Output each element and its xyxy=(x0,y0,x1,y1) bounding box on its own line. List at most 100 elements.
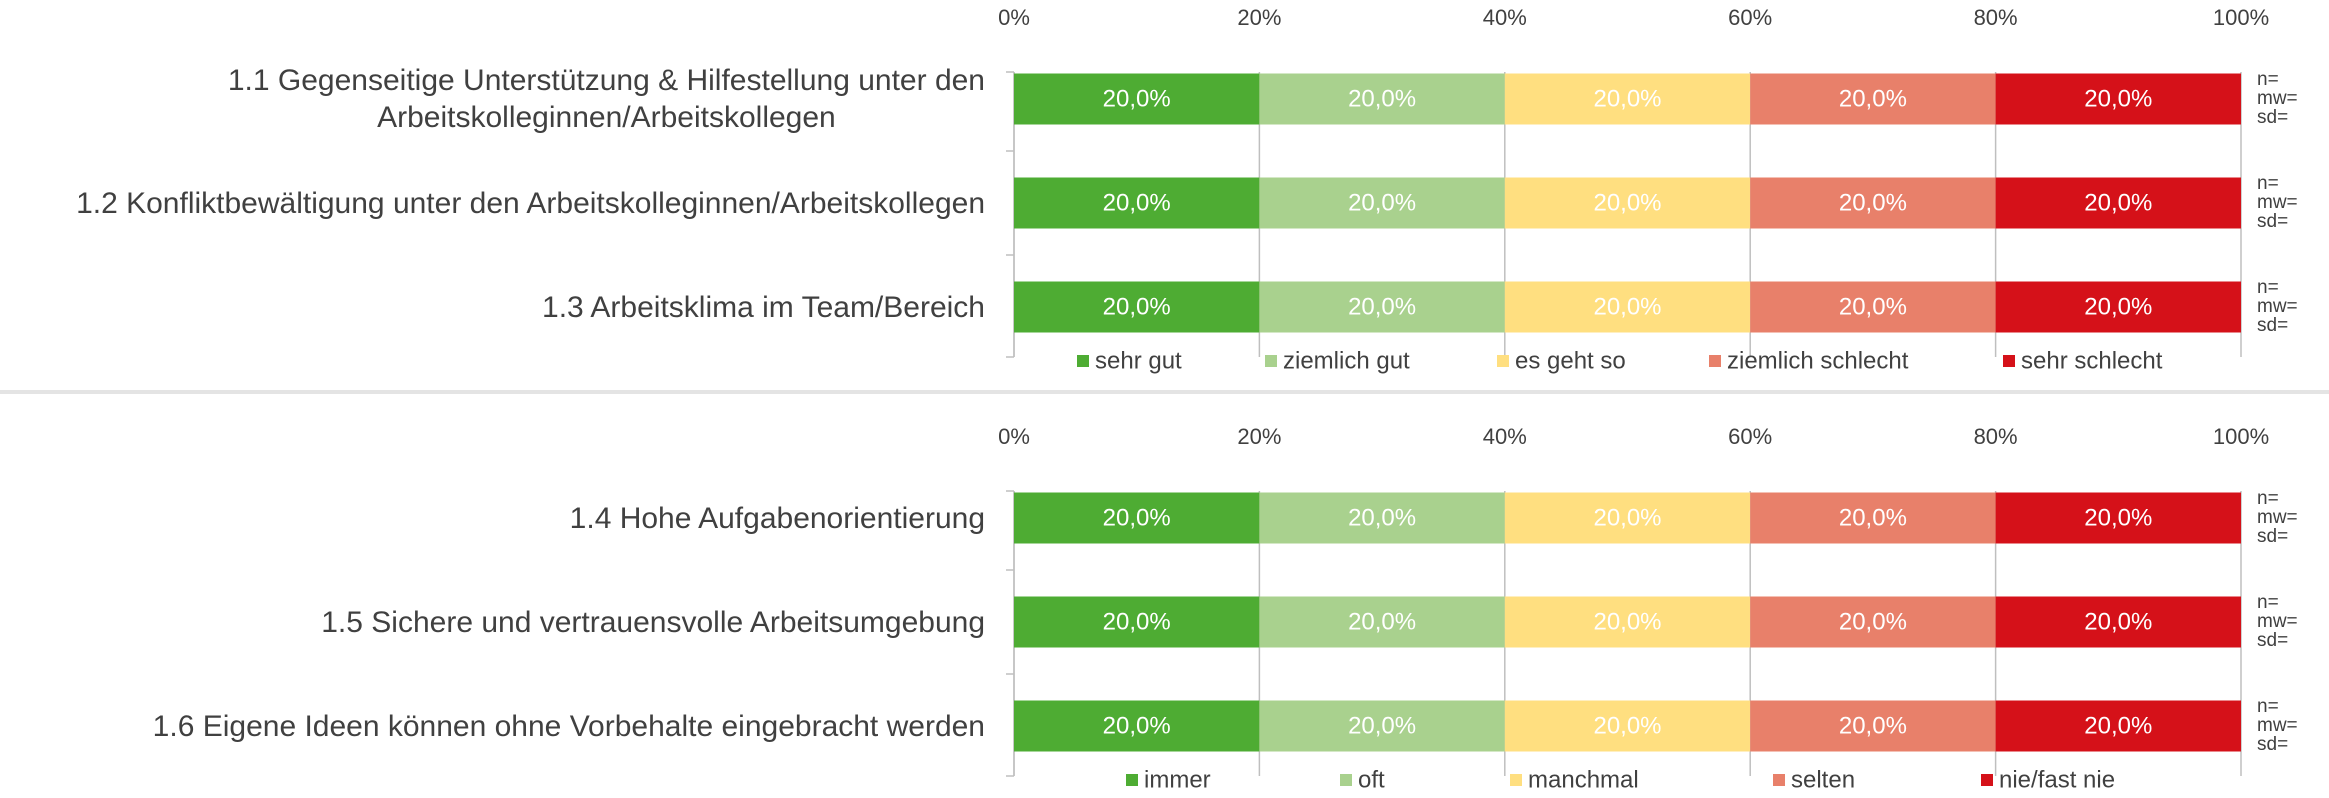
bar-segment xyxy=(1750,281,1996,333)
row-note: mw= xyxy=(2257,296,2298,317)
bar-label: 20,0% xyxy=(1103,504,1171,531)
bar-label: 20,0% xyxy=(1103,608,1171,635)
bar-label: 20,0% xyxy=(2084,712,2152,739)
row-note: sd= xyxy=(2257,211,2288,232)
bar-segment xyxy=(1750,700,1996,752)
legend-label: sehr schlecht xyxy=(2021,347,2163,374)
x-tick-label: 60% xyxy=(1728,5,1772,30)
bar-segment xyxy=(1995,700,2241,752)
category-label: 1.6 Eigene Ideen können ohne Vorbehalte … xyxy=(0,666,985,786)
category-label: 1.1 Gegenseitige Unterstützung & Hilfest… xyxy=(0,39,985,159)
legend-swatch xyxy=(1265,355,1277,367)
category-label-box: 1.3 Arbeitsklima im Team/Bereich xyxy=(0,247,985,367)
row-note: sd= xyxy=(2257,526,2288,547)
legend-label: oft xyxy=(1358,766,1385,793)
bar-segment xyxy=(1504,700,1751,752)
bar-segment xyxy=(1259,700,1505,752)
row-note: sd= xyxy=(2257,107,2288,128)
x-tick-label: 60% xyxy=(1728,424,1772,449)
category-label: 1.4 Hohe Aufgabenorientierung xyxy=(569,501,985,535)
bar-segment xyxy=(1259,281,1505,333)
bar-segment xyxy=(1014,73,1260,125)
row-note: mw= xyxy=(2257,192,2298,213)
legend-swatch xyxy=(1510,774,1522,786)
bar-segment xyxy=(1259,177,1505,229)
legend-swatch xyxy=(1773,774,1785,786)
legend-label: ziemlich schlecht xyxy=(1727,347,1909,374)
bar-label: 20,0% xyxy=(1593,85,1661,112)
legend-swatch xyxy=(1981,774,1993,786)
bar-segment xyxy=(1750,177,1996,229)
bar-label: 20,0% xyxy=(1103,712,1171,739)
bar-label: 20,0% xyxy=(1839,504,1907,531)
category-label-box: 1.1 Gegenseitige Unterstützung & Hilfest… xyxy=(0,39,985,159)
bar-label: 20,0% xyxy=(1593,189,1661,216)
bar-label: 20,0% xyxy=(2084,85,2152,112)
bar-label: 20,0% xyxy=(2084,189,2152,216)
bar-label: 20,0% xyxy=(1348,189,1416,216)
category-label-box: 1.5 Sichere und vertrauensvolle Arbeitsu… xyxy=(0,562,985,682)
x-tick-label: 20% xyxy=(1237,424,1281,449)
row-note: mw= xyxy=(2257,88,2298,109)
category-label: 1.3 Arbeitsklima im Team/Bereich xyxy=(0,247,985,367)
bar-label: 20,0% xyxy=(1348,504,1416,531)
bar-segment xyxy=(1014,492,1260,544)
category-label: 1.5 Sichere und vertrauensvolle Arbeitsu… xyxy=(0,562,985,682)
bar-segment xyxy=(1014,281,1260,333)
bar-label: 20,0% xyxy=(1593,608,1661,635)
x-tick-label: 20% xyxy=(1237,5,1281,30)
bar-label: 20,0% xyxy=(1348,85,1416,112)
row-note: mw= xyxy=(2257,611,2298,632)
legend-label: manchmal xyxy=(1528,766,1639,793)
bar-segment xyxy=(1504,492,1751,544)
bar-segment xyxy=(1995,177,2241,229)
row-note: sd= xyxy=(2257,734,2288,755)
row-note: n= xyxy=(2257,173,2279,194)
x-tick-label: 80% xyxy=(1974,5,2018,30)
bar-segment xyxy=(1750,492,1996,544)
separator xyxy=(0,390,2329,394)
row-note: n= xyxy=(2257,696,2279,717)
x-tick-label: 100% xyxy=(2213,424,2269,449)
bar-segment xyxy=(1995,73,2241,125)
row-note: mw= xyxy=(2257,715,2298,736)
bar-label: 20,0% xyxy=(2084,608,2152,635)
category-label-text: 1.1 Gegenseitige Unterstützung & Hilfest… xyxy=(227,64,985,134)
legend-swatch xyxy=(1709,355,1721,367)
row-note: sd= xyxy=(2257,315,2288,336)
bar-segment xyxy=(1259,596,1505,648)
bar-segment xyxy=(1259,492,1505,544)
bar-label: 20,0% xyxy=(2084,504,2152,531)
x-tick-label: 40% xyxy=(1483,5,1527,30)
row-note: sd= xyxy=(2257,630,2288,651)
legend-swatch xyxy=(2003,355,2015,367)
category-label-box: 1.2 Konfliktbewältigung unter den Arbeit… xyxy=(0,143,985,263)
x-tick-label: 0% xyxy=(998,5,1030,30)
bar-label: 20,0% xyxy=(1103,85,1171,112)
bar-label: 20,0% xyxy=(1103,293,1171,320)
legend-label: ziemlich gut xyxy=(1283,347,1410,374)
row-note: n= xyxy=(2257,277,2279,298)
legend-label: immer xyxy=(1144,766,1211,793)
bar-label: 20,0% xyxy=(1348,712,1416,739)
category-label-text: 1.4 Hohe Aufgabenorientierung xyxy=(569,501,985,535)
x-tick-label: 0% xyxy=(998,424,1030,449)
chart-panel: 0% 20% 40% 60% 80% 100% 1.1 Gegenseitige Unter… xyxy=(0,5,2298,375)
bar-segment xyxy=(1750,596,1996,648)
bar-label: 20,0% xyxy=(1593,712,1661,739)
bar-segment xyxy=(1750,73,1996,125)
x-tick-label: 100% xyxy=(2213,5,2269,30)
bar-label: 20,0% xyxy=(2084,293,2152,320)
bar-segment xyxy=(1504,73,1751,125)
bar-label: 20,0% xyxy=(1103,189,1171,216)
bar-label: 20,0% xyxy=(1839,608,1907,635)
category-label: 1.2 Konfliktbewältigung unter den Arbeit… xyxy=(0,143,985,263)
legend-label: nie/fast nie xyxy=(1999,766,2115,793)
x-tick-label: 40% xyxy=(1483,424,1527,449)
category-label-box: 1.6 Eigene Ideen können ohne Vorbehalte … xyxy=(0,666,985,786)
legend-swatch xyxy=(1497,355,1509,367)
legend-swatch xyxy=(1126,774,1138,786)
category-label-text: 1.5 Sichere und vertrauensvolle Arbeitsu… xyxy=(321,605,985,639)
